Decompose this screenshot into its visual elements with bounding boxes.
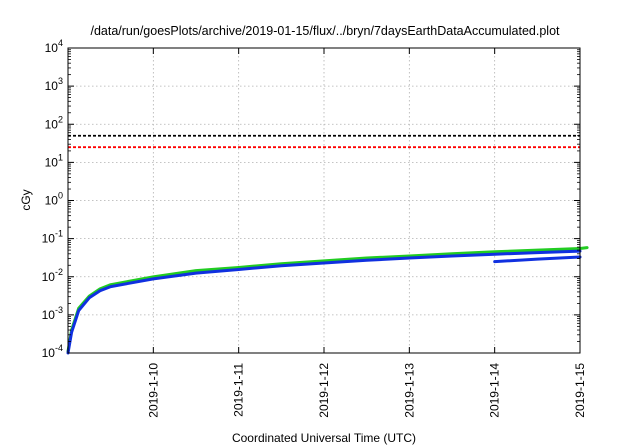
y-tick-label: 102 <box>45 114 63 131</box>
y-tick-exponent: 0 <box>58 191 63 201</box>
grid <box>68 47 581 354</box>
y-tick-label: 104 <box>45 38 63 55</box>
x-axis-label: Coordinated Universal Time (UTC) <box>232 431 416 445</box>
series-line <box>66 249 582 355</box>
y-tick-base: 10 <box>42 270 56 284</box>
y-tick-exponent: 1 <box>58 152 63 162</box>
y-tick-base: 10 <box>45 79 59 93</box>
y-tick-exponent: -3 <box>55 305 63 315</box>
y-tick-label: 103 <box>45 76 63 93</box>
y-tick-exponent: -1 <box>55 229 63 239</box>
y-tick-base: 10 <box>45 117 59 131</box>
y-tick-exponent: 3 <box>58 76 63 86</box>
y-tick-base: 10 <box>45 41 59 55</box>
y-tick-base: 10 <box>45 194 59 208</box>
y-tick-base: 10 <box>42 346 56 360</box>
y-tick-label: 100 <box>45 191 63 208</box>
chart-title: /data/run/goesPlots/archive/2019-01-15/f… <box>90 24 560 38</box>
y-tick-label: 10-1 <box>42 229 63 246</box>
data-series <box>66 246 589 355</box>
x-tick-labels: 2019-1-10 2019-1-11 2019-1-12 2019-1-13 2019… <box>146 363 587 418</box>
threshold-lines <box>68 134 580 149</box>
y-tick-exponent: -4 <box>55 343 63 353</box>
y-tick-exponent: 4 <box>58 38 63 48</box>
x-tick-label: 2019-1-10 <box>146 363 160 418</box>
y-tick-exponent: -2 <box>55 267 63 277</box>
y-tick-base: 10 <box>45 155 59 169</box>
y-tick-base: 10 <box>42 232 56 246</box>
y-axis-label: cGy <box>19 189 33 210</box>
y-tick-label: 101 <box>45 152 63 169</box>
x-tick-label: 2019-1-15 <box>573 363 587 418</box>
y-tick-base: 10 <box>42 308 56 322</box>
y-tick-label: 10-2 <box>42 267 63 284</box>
x-tick-label: 2019-1-13 <box>402 363 416 418</box>
x-tick-label: 2019-1-12 <box>317 363 331 418</box>
y-tick-label: 10-3 <box>42 305 63 322</box>
x-tick-label: 2019-1-14 <box>488 363 502 418</box>
y-tick-label: 10-4 <box>42 343 63 360</box>
x-tick-label: 2019-1-11 <box>232 363 246 417</box>
y-tick-exponent: 2 <box>58 114 63 124</box>
series-line <box>493 255 582 264</box>
axis-ticks <box>68 47 581 354</box>
